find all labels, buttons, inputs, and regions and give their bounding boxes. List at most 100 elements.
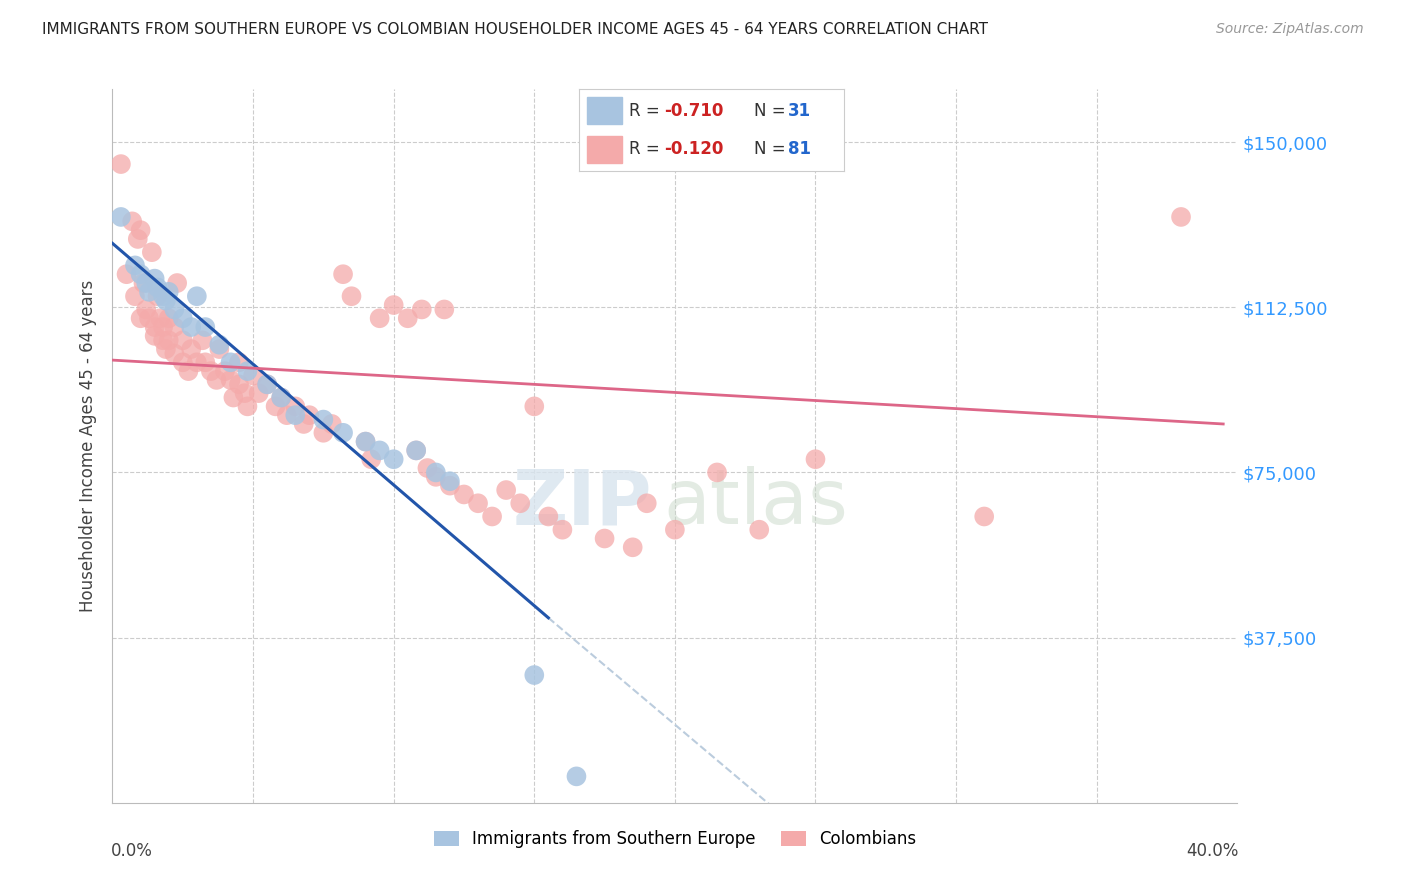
Point [219,373,242,387]
Point [177,364,200,378]
Point [115,267,138,281]
Point [523,668,546,682]
Point [270,391,292,405]
Point [973,509,995,524]
Point [537,509,560,524]
Point [135,276,157,290]
Point [143,271,166,285]
Point [405,443,427,458]
Point [200,364,222,378]
Point [292,417,315,431]
Point [146,280,169,294]
Point [152,333,174,347]
Legend: Immigrants from Southern Europe, Colombians: Immigrants from Southern Europe, Colombi… [427,824,922,855]
Point [1170,210,1192,224]
Point [523,400,546,414]
Text: atlas: atlas [664,467,848,540]
Point [354,434,377,449]
Point [124,289,146,303]
Point [186,355,208,369]
Text: IMMIGRANTS FROM SOUTHERN EUROPE VS COLOMBIAN HOUSEHOLDER INCOME AGES 45 - 64 YEA: IMMIGRANTS FROM SOUTHERN EUROPE VS COLOM… [42,22,988,37]
Point [439,478,461,492]
Point [368,443,391,458]
Point [405,443,427,458]
Point [194,320,217,334]
Point [551,523,574,537]
Point [228,377,250,392]
Point [172,333,194,347]
Point [748,523,770,537]
Point [205,373,228,387]
Point [425,466,447,480]
Point [360,452,382,467]
Point [368,311,391,326]
Point [396,311,419,326]
Point [270,391,292,405]
Point [332,267,354,281]
Point [284,400,307,414]
Text: 40.0%: 40.0% [1187,842,1239,860]
Point [416,461,439,475]
Text: Source: ZipAtlas.com: Source: ZipAtlas.com [1216,22,1364,37]
Point [565,769,588,783]
Point [180,342,202,356]
Point [509,496,531,510]
Point [433,302,456,317]
Point [110,157,132,171]
Point [121,214,143,228]
Point [163,302,186,317]
Point [208,337,231,351]
Point [129,311,152,326]
Text: ZIP: ZIP [513,467,652,540]
Point [804,452,827,467]
Point [110,210,132,224]
Point [256,377,278,392]
Point [186,289,208,303]
Point [124,259,146,273]
Point [439,475,461,489]
Point [152,320,174,334]
Point [621,541,644,555]
Point [172,311,194,326]
Point [664,523,686,537]
Point [132,276,155,290]
Point [157,311,180,326]
Point [146,289,169,303]
Point [152,289,174,303]
Text: 0.0%: 0.0% [111,842,153,860]
Point [141,245,163,260]
Point [276,408,298,422]
Point [155,293,177,308]
Point [129,223,152,237]
Point [163,320,186,334]
Point [219,355,242,369]
Point [284,408,307,422]
Point [411,302,433,317]
Point [321,417,343,431]
Point [222,391,245,405]
Point [256,377,278,392]
Point [236,400,259,414]
Point [636,496,658,510]
Point [143,329,166,343]
Point [163,346,186,360]
Point [180,320,202,334]
Point [481,509,503,524]
Point [214,364,236,378]
Point [149,311,172,326]
Point [138,311,160,326]
Point [194,355,217,369]
Point [312,425,335,440]
Point [453,487,475,501]
Point [332,425,354,440]
Point [155,342,177,356]
Point [247,386,270,401]
Point [127,232,149,246]
Point [208,342,231,356]
Point [467,496,489,510]
Point [354,434,377,449]
Point [340,289,363,303]
Point [706,466,728,480]
Point [593,532,616,546]
Point [129,267,152,281]
